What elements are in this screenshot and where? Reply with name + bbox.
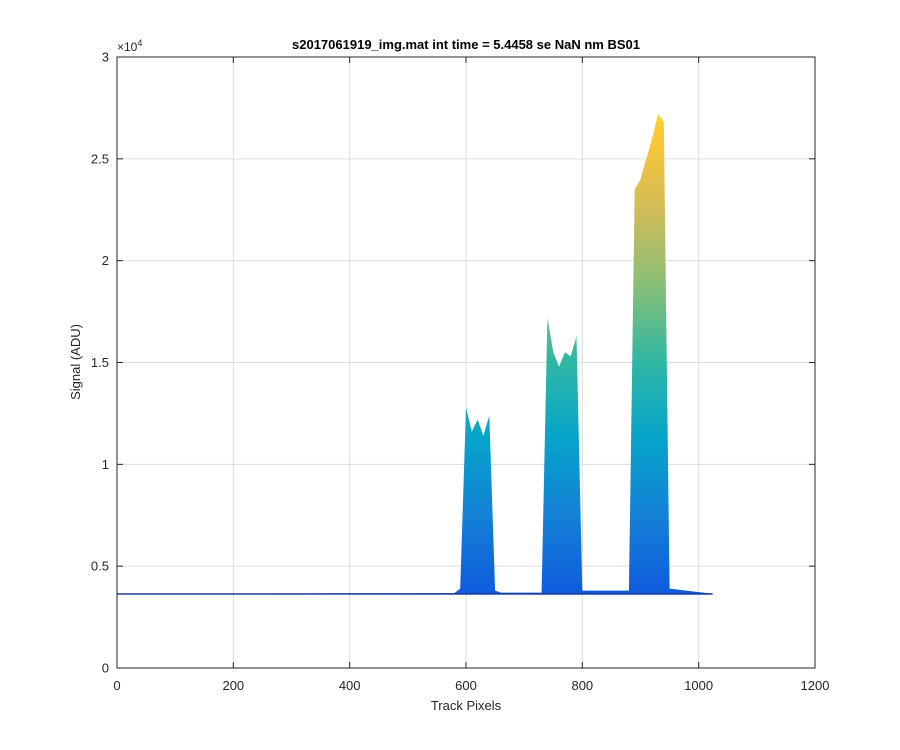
y-axis-label: Signal (ADU) xyxy=(68,324,83,400)
y-tick-label: 3 xyxy=(102,50,109,65)
x-tick-label: 200 xyxy=(222,678,244,693)
y-exponent-label: ×104 xyxy=(117,38,142,54)
x-tick-label: 800 xyxy=(571,678,593,693)
signal-area xyxy=(117,114,713,595)
y-exponent-base: ×10 xyxy=(117,40,138,54)
y-tick-label: 1.5 xyxy=(91,355,109,370)
y-axis-ticks: 0 0.5 1 1.5 2 2.5 3 xyxy=(91,50,815,676)
y-tick-label: 2 xyxy=(102,253,109,268)
x-tick-label: 0 xyxy=(113,678,120,693)
chart-title: s2017061919_img.mat int time = 5.4458 se… xyxy=(292,37,640,52)
y-tick-label: 0.5 xyxy=(91,559,109,574)
y-tick-label: 1 xyxy=(102,457,109,472)
x-tick-label: 1200 xyxy=(801,678,830,693)
x-tick-label: 1000 xyxy=(684,678,713,693)
y-exponent-power: 4 xyxy=(137,38,142,48)
y-tick-label: 0 xyxy=(102,661,109,676)
x-axis-label: Track Pixels xyxy=(431,698,502,713)
x-axis-ticks: 0 200 400 600 800 1000 1200 xyxy=(113,57,829,693)
x-tick-label: 600 xyxy=(455,678,477,693)
y-tick-label: 2.5 xyxy=(91,151,109,166)
x-tick-label: 400 xyxy=(339,678,361,693)
